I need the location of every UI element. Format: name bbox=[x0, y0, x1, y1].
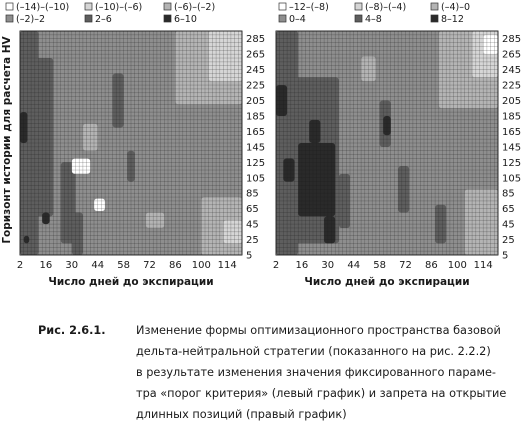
x-tick-label: 86 bbox=[425, 260, 438, 271]
legend-label: 0–4 bbox=[289, 14, 306, 25]
legend-swatch bbox=[430, 14, 439, 23]
legend: (–14)–(–10) (–10)–(–6) (–6)–(–2) (–2)–2 2–6 6… bbox=[5, 2, 215, 25]
x-tick-label: 16 bbox=[296, 260, 309, 271]
y-tick-label: 5 bbox=[502, 251, 508, 262]
legend-swatch bbox=[84, 14, 93, 23]
caption-line: тра «порог критерия» (левый график) и за… bbox=[136, 387, 507, 400]
y-tick-label: 165 bbox=[246, 127, 265, 138]
y-tick-label: 85 bbox=[502, 189, 515, 200]
caption-line: в результате изменения значения фиксиров… bbox=[136, 366, 497, 379]
legend-swatch bbox=[163, 14, 172, 23]
y-tick-label: 125 bbox=[246, 158, 265, 169]
y-tick-label: 245 bbox=[502, 65, 521, 76]
x-tick-label: 72 bbox=[143, 260, 156, 271]
y-tick-label: 105 bbox=[246, 173, 265, 184]
y-tick-label: 205 bbox=[502, 96, 521, 107]
grid-lines bbox=[19, 30, 243, 256]
legend-label: 6–10 bbox=[174, 14, 197, 25]
legend-label: 2–6 bbox=[95, 14, 112, 25]
caption-line: дельта-нейтральной стратегии (показанног… bbox=[136, 345, 491, 358]
y-tick-label: 65 bbox=[502, 204, 515, 215]
plot-frame bbox=[19, 30, 243, 256]
y-tick-label: 245 bbox=[246, 65, 265, 76]
y-tick-label: 25 bbox=[246, 235, 259, 246]
caption-text: Изменение формы оптимизационного простра… bbox=[136, 320, 520, 425]
legend-swatch bbox=[354, 2, 363, 11]
legend-label: (–6)–(–2) bbox=[174, 2, 215, 13]
legend-swatch bbox=[278, 14, 287, 23]
caption-number: Рис. 2.6.1. bbox=[38, 324, 106, 337]
x-tick-label: 2 bbox=[17, 260, 23, 271]
legend-label: 4–8 bbox=[365, 14, 382, 25]
y-axis-title: Горизонт истории для расчета HV bbox=[1, 35, 13, 243]
legend-swatch bbox=[278, 2, 287, 11]
plot-frame bbox=[275, 30, 499, 256]
heatmap-region bbox=[464, 189, 498, 255]
legend-label: (–4)–0 bbox=[441, 2, 470, 13]
caption-line: длинных позиций (правый график) bbox=[136, 408, 347, 421]
y-tick-label: 25 bbox=[502, 235, 515, 246]
y-tick-label: 205 bbox=[246, 96, 265, 107]
y-tick-label: 45 bbox=[246, 220, 259, 231]
y-tick-label: 65 bbox=[246, 204, 259, 215]
legend-label: (–14)–(–10) bbox=[16, 2, 69, 13]
x-tick-label: 100 bbox=[192, 260, 211, 271]
x-tick-label: 30 bbox=[65, 260, 78, 271]
chart-panel-left: (–14)–(–10) (–10)–(–6) (–6)–(–2) (–2)–2 2–6 6… bbox=[5, 2, 265, 288]
x-tick-label: 114 bbox=[474, 260, 493, 271]
y-tick-label: 185 bbox=[246, 111, 265, 122]
x-tick-label: 114 bbox=[218, 260, 237, 271]
chart-panel-right: –12–(–8) (–8)–(–4) (–4)–0 0–4 4–8 8–12 2 16 30 44… bbox=[273, 2, 521, 288]
x-tick-label: 30 bbox=[321, 260, 334, 271]
y-tick-label: 165 bbox=[502, 127, 521, 138]
legend-swatch bbox=[84, 2, 93, 11]
y-tick-label: 285 bbox=[246, 34, 265, 45]
legend-swatch bbox=[163, 2, 172, 11]
y-tick-label: 5 bbox=[246, 251, 252, 262]
x-tick-label: 72 bbox=[399, 260, 412, 271]
y-tick-label: 225 bbox=[502, 81, 521, 92]
y-axis-label: Горизонт истории для расчета HV bbox=[1, 35, 13, 243]
x-tick-label: 100 bbox=[448, 260, 467, 271]
x-tick-label: 2 bbox=[273, 260, 279, 271]
y-tick-label: 145 bbox=[246, 142, 265, 153]
y-tick-label: 265 bbox=[502, 50, 521, 61]
x-axis-label: Число дней до экспирации bbox=[304, 276, 469, 288]
y-tick-label: 285 bbox=[502, 34, 521, 45]
x-tick-label: 58 bbox=[373, 260, 386, 271]
legend: –12–(–8) (–8)–(–4) (–4)–0 0–4 4–8 8–12 bbox=[278, 2, 470, 25]
heatmap-region bbox=[34, 58, 54, 217]
legend-swatch bbox=[354, 14, 363, 23]
legend-swatch bbox=[430, 2, 439, 11]
x-tick-label: 58 bbox=[117, 260, 130, 271]
heatmap-region bbox=[71, 212, 83, 255]
x-tick-label: 86 bbox=[169, 260, 182, 271]
legend-label: (–2)–2 bbox=[16, 14, 45, 25]
heatmap-region bbox=[324, 216, 336, 244]
y-tick-label: 185 bbox=[502, 111, 521, 122]
y-tick-label: 225 bbox=[246, 81, 265, 92]
legend-swatch bbox=[5, 14, 14, 23]
legend-label: –12–(–8) bbox=[289, 2, 329, 13]
y-tick-label: 85 bbox=[246, 189, 259, 200]
y-tick-label: 265 bbox=[246, 50, 265, 61]
legend-label: (–8)–(–4) bbox=[365, 2, 406, 13]
y-tick-label: 125 bbox=[502, 158, 521, 169]
x-tick-label: 44 bbox=[347, 260, 360, 271]
legend-label: 8–12 bbox=[441, 14, 464, 25]
heatmap-region bbox=[208, 31, 242, 82]
grid-lines bbox=[275, 30, 499, 256]
x-tick-label: 16 bbox=[40, 260, 53, 271]
x-tick-label: 44 bbox=[91, 260, 104, 271]
legend-swatch bbox=[5, 2, 14, 11]
y-tick-label: 45 bbox=[502, 220, 515, 231]
x-axis-label: Число дней до экспирации bbox=[48, 276, 213, 288]
legend-label: (–10)–(–6) bbox=[95, 2, 142, 13]
y-tick-label: 145 bbox=[502, 142, 521, 153]
y-tick-label: 105 bbox=[502, 173, 521, 184]
caption-line: Изменение формы оптимизационного простра… bbox=[136, 324, 501, 337]
